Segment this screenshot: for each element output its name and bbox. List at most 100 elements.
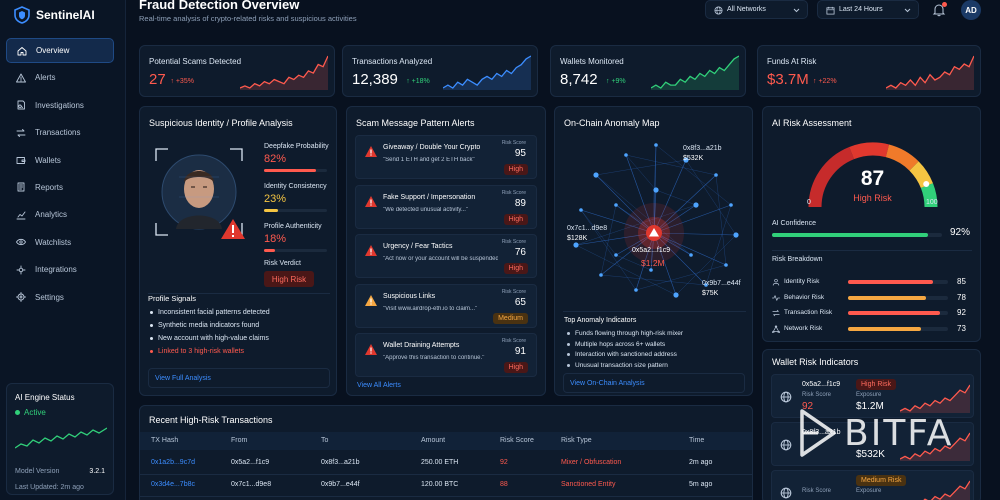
table-row[interactable]: 0x1a2b...9c7d 0x5a2...f1c9 0x8f3...a21b 250… [140, 453, 752, 475]
breakdown-title: Risk Breakdown [772, 256, 823, 263]
bullet-icon [150, 311, 153, 314]
face-scan [154, 147, 245, 239]
breakdown-bar [848, 326, 948, 331]
graph-node[interactable] [624, 153, 628, 157]
metric-bar-fill [264, 209, 279, 212]
graph-node[interactable] [653, 187, 659, 193]
indicator-item: Interaction with sanctioned address [567, 351, 677, 358]
graph-node[interactable] [724, 263, 728, 267]
nav-item-alerts[interactable]: Alerts [6, 65, 114, 90]
table-cell: 0x8f3...a21b [321, 459, 360, 466]
graph-node[interactable] [733, 232, 739, 238]
identity-title: Suspicious Identity / Profile Analysis [149, 118, 293, 128]
calendar-icon [826, 6, 835, 15]
breakdown-row: Identity Risk 85 [772, 276, 972, 288]
kpi-card[interactable]: Funds At Risk $3.7M ↑ +22% [757, 45, 981, 97]
nav-item-label: Analytics [35, 210, 68, 220]
graph-node[interactable] [579, 208, 583, 212]
kpi-card[interactable]: Potential Scams Detected 27 ↑ +35% [139, 45, 335, 97]
wallet-score-label: Risk Score [802, 392, 832, 398]
scam-title: Wallet Draining Attempts [383, 342, 460, 349]
nav-item-overview[interactable]: Overview [6, 38, 114, 63]
nav-item-analytics[interactable]: Analytics [6, 202, 114, 227]
play-logo-icon [800, 409, 836, 457]
wallet-item[interactable]: 0x8f3...a21b $532K [771, 422, 974, 466]
nav-item-investigations[interactable]: Investigations [6, 93, 114, 118]
scam-alert-item[interactable]: Suspicious Links "Visit www.airdrop-eth.i… [355, 283, 537, 328]
graph-node[interactable] [729, 203, 733, 207]
nav-item-wallets[interactable]: Wallets [6, 148, 114, 173]
nav-item-reports[interactable]: Reports [6, 175, 114, 200]
column-header: Risk Score [500, 437, 534, 444]
document-search-icon [17, 100, 25, 110]
view-full-analysis-button[interactable]: View Full Analysis [148, 368, 330, 388]
nav-item-transactions[interactable]: Transactions [6, 120, 114, 145]
graph-node[interactable] [593, 172, 599, 178]
table-cell: Sanctioned Entity [561, 481, 616, 488]
kpi-delta: ↑ +9% [606, 78, 626, 85]
kpi-card[interactable]: Transactions Analyzed 12,389 ↑ +18% [342, 45, 538, 97]
graph-node[interactable] [683, 157, 689, 163]
kpi-label: Wallets Monitored [560, 57, 624, 66]
verdict-badge: High Risk [264, 271, 314, 287]
graph-node[interactable] [614, 203, 618, 207]
avatar[interactable]: AD [961, 0, 981, 20]
integration-icon [16, 265, 26, 275]
graph-node[interactable] [573, 242, 579, 248]
transactions-panel: Recent High-Risk Transactions TX Hash Fro… [139, 405, 753, 500]
graph-node[interactable] [714, 173, 718, 177]
breakdown-label: Network Risk [784, 324, 823, 332]
model-version: 3.2.1 [89, 468, 105, 475]
nav-item-integrations[interactable]: Integrations [6, 257, 114, 282]
center-node-amount: $1.2M [641, 258, 665, 268]
app-logo[interactable]: SentinelAI [14, 6, 95, 24]
graph-node[interactable] [673, 292, 679, 298]
notifications-button[interactable] [931, 0, 947, 18]
page-subtitle: Real-time analysis of crypto-related ris… [139, 14, 357, 23]
bullet-icon [150, 350, 153, 353]
scam-alert-item[interactable]: Giveaway / Double Your Crypto "Send 1 ETH… [355, 135, 537, 179]
indicator-item: Multiple hops across 6+ wallets [567, 341, 665, 348]
gear-icon [16, 292, 26, 302]
kpi-label: Potential Scams Detected [149, 57, 242, 66]
wallet-risk-badge: High Risk [856, 379, 896, 390]
network-select[interactable]: All Networks [705, 0, 808, 19]
wallet-score: 92 [802, 401, 814, 412]
scam-alert-item[interactable]: Wallet Draining Attempts "Approve this tr… [355, 333, 537, 377]
wallet-item[interactable]: Medium Risk Risk Score Exposure [771, 470, 974, 500]
graph-node[interactable] [599, 273, 603, 277]
alert-triangle-icon [221, 219, 245, 239]
scam-panel: Scam Message Pattern Alerts View All Ale… [346, 106, 546, 396]
column-header: Amount [421, 437, 446, 444]
risk-score-label: Risk Score [501, 338, 526, 344]
view-all-alerts-link[interactable]: View All Alerts [357, 382, 401, 389]
user-icon [772, 278, 780, 286]
node-amount: $75K [702, 290, 719, 297]
gauge-segment [885, 144, 919, 171]
graph-node[interactable] [614, 253, 618, 257]
indicator-item: Funds flowing through high-risk mixer [567, 330, 683, 337]
wallet-item[interactable]: 0x5a2...f1c9 High Risk Risk Score 92 Exposur… [771, 374, 974, 418]
time-range-select[interactable]: Last 24 Hours [817, 0, 919, 19]
graph-node[interactable] [689, 253, 693, 257]
nav-item-watchlists[interactable]: Watchlists [6, 230, 114, 255]
graph-node[interactable] [693, 202, 699, 208]
app-name: SentinelAI [36, 8, 95, 22]
nav-item-label: Wallets [35, 155, 61, 165]
scam-alert-item[interactable]: Urgency / Fear Tactics "Act now or your a… [355, 234, 537, 278]
column-header: Risk Type [561, 437, 592, 444]
globe-icon [780, 391, 792, 403]
column-header: From [231, 437, 248, 444]
bullet-icon [150, 337, 153, 340]
column-header: To [321, 437, 329, 444]
graph-node[interactable] [634, 288, 638, 292]
nav-item-settings[interactable]: Settings [6, 285, 114, 310]
kpi-card[interactable]: Wallets Monitored 8,742 ↑ +9% [550, 45, 746, 97]
gauge-segment [849, 142, 890, 160]
view-onchain-button[interactable]: View On-Chain Analysis [563, 373, 745, 393]
table-row[interactable]: 0x3d4e...7b8c 0x7c1...d9e8 0x9b7...e44f 120… [140, 475, 752, 497]
scam-alert-item[interactable]: Fake Support / Impersonation "We detected… [355, 184, 537, 229]
graph-node[interactable] [704, 283, 708, 287]
graph-node[interactable] [654, 143, 658, 147]
graph-node[interactable] [649, 268, 653, 272]
